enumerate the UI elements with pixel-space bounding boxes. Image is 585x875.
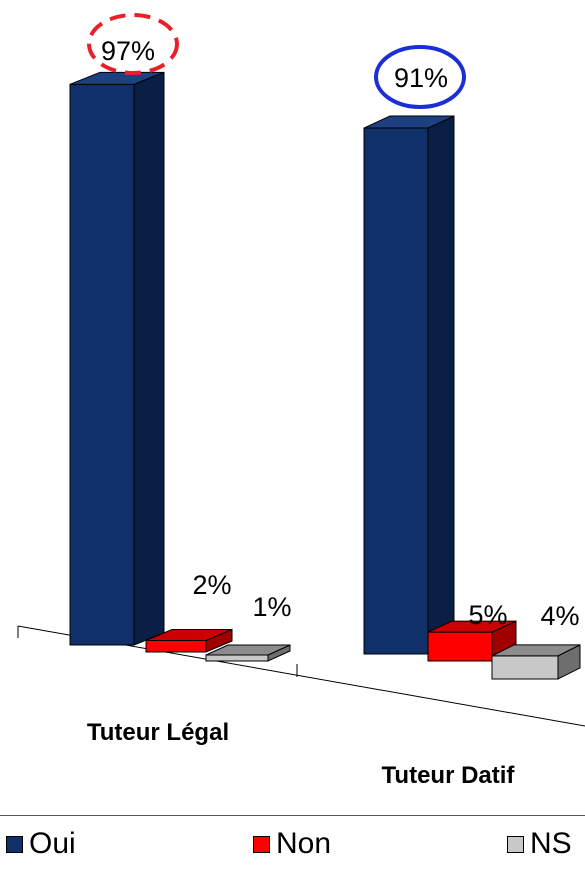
data-label-tuteur-datif-oui: 91% xyxy=(394,63,448,93)
bar-top-tuteur-datif-ns xyxy=(491,644,581,657)
legend-label-non: Non xyxy=(276,827,332,860)
legend-item-ns: NS xyxy=(507,827,572,861)
legend-swatch-non xyxy=(253,835,270,853)
highlight-ellipse-tuteur-datif xyxy=(374,45,466,109)
category-label-tuteur-l-gal: Tuteur Légal xyxy=(87,719,229,746)
category-label-tuteur-datif: Tuteur Datif xyxy=(382,762,516,789)
bar-tuteur-datif-non xyxy=(427,631,493,662)
highlight-ellipse-tuteur-legal xyxy=(87,13,179,75)
bar-group-tuteur-l-gal: 97% 2% 1% xyxy=(69,36,292,662)
legend-item-oui: Oui xyxy=(6,827,76,861)
bar-tuteur-l-gal-oui xyxy=(69,83,135,646)
data-label-tuteur-l-gal-oui: 97% xyxy=(101,36,155,66)
legend-swatch-oui xyxy=(6,835,23,853)
bar-top-tuteur-datif-oui xyxy=(363,115,455,129)
bar-tuteur-l-gal-non xyxy=(145,639,207,653)
data-label-tuteur-datif-non: 5% xyxy=(468,600,507,630)
bar-side-tuteur-l-gal-oui xyxy=(133,71,165,646)
bar-top-tuteur-l-gal-oui xyxy=(69,71,165,85)
chart-legend: Oui Non NS xyxy=(0,815,585,866)
bar-group-tuteur-datif: 91% 5% 4% xyxy=(363,63,581,680)
legend-item-non: Non xyxy=(253,827,331,861)
data-label-tuteur-l-gal-non: 2% xyxy=(192,570,231,600)
bar-tuteur-l-gal-ns xyxy=(205,654,269,662)
legend-label-oui: Oui xyxy=(29,827,76,860)
bar-top-tuteur-datif-non xyxy=(427,620,517,633)
legend-swatch-ns xyxy=(507,835,524,853)
bar-tuteur-datif-oui xyxy=(363,127,429,655)
bar-top-tuteur-l-gal-non xyxy=(145,628,233,641)
bar-top-tuteur-l-gal-ns xyxy=(205,644,291,656)
bar-side-tuteur-datif-oui xyxy=(427,115,455,655)
legend-label-ns: NS xyxy=(530,827,572,860)
bar-tuteur-datif-ns xyxy=(491,655,559,680)
data-label-tuteur-datif-ns: 4% xyxy=(540,601,579,631)
data-label-tuteur-l-gal-ns: 1% xyxy=(252,592,291,622)
